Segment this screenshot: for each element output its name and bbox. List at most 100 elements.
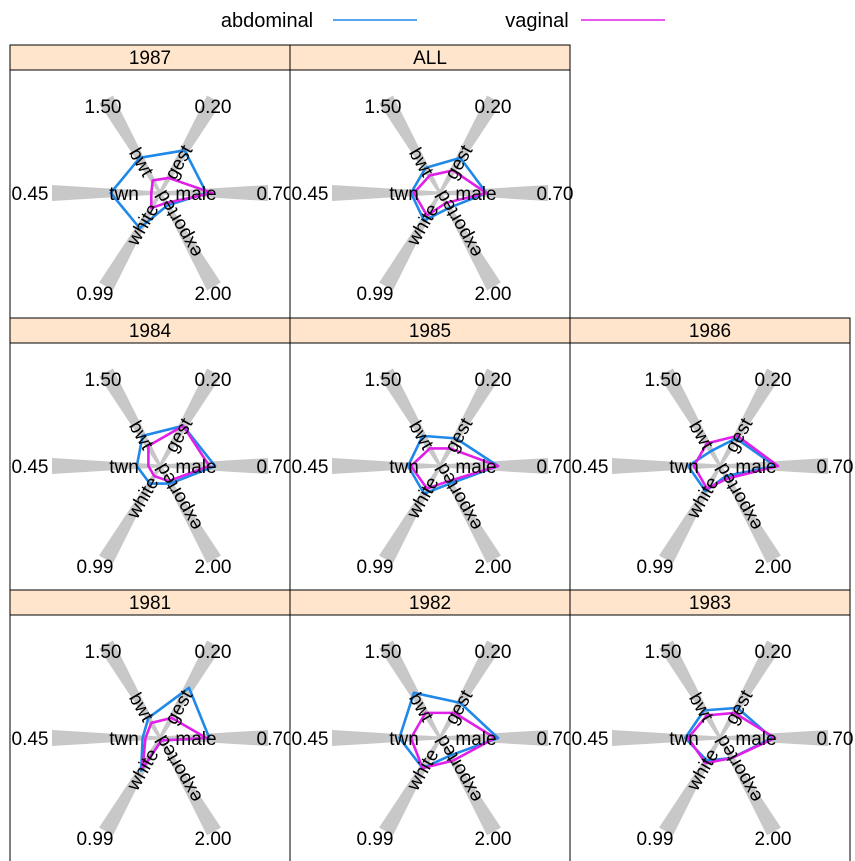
axis-extreme-label-twn: 0.45 bbox=[572, 729, 609, 750]
axis-label-twn: twn bbox=[669, 729, 699, 750]
axis-extreme-label-bwt: 1.50 bbox=[85, 642, 122, 663]
panel-strip bbox=[569, 589, 851, 616]
axis-extreme-label-exported: 2.00 bbox=[755, 829, 792, 850]
axis-extreme-label-gest: 0.20 bbox=[475, 370, 512, 391]
axis-spoke-bwt bbox=[99, 640, 162, 739]
axis-extreme-label-bwt: 1.50 bbox=[645, 370, 682, 391]
axis-spoke-white bbox=[379, 465, 442, 564]
axis-extreme-label-gest: 0.20 bbox=[475, 642, 512, 663]
axis-extreme-label-male: 0.70 bbox=[817, 729, 854, 750]
axis-spoke-exported bbox=[718, 737, 781, 836]
panel-title: 1981 bbox=[129, 593, 171, 614]
axis-extreme-label-male: 0.70 bbox=[537, 457, 574, 478]
axis-extreme-label-male: 0.70 bbox=[817, 457, 854, 478]
series-abdominal bbox=[109, 149, 208, 230]
axis-label-twn: twn bbox=[669, 457, 699, 478]
panel-title: 1982 bbox=[409, 593, 451, 614]
panel-strip bbox=[289, 44, 571, 71]
series-abdominal bbox=[398, 691, 500, 770]
axis-spoke-gest bbox=[438, 368, 501, 467]
axis-extreme-label-exported: 2.00 bbox=[475, 284, 512, 305]
series-vaginal bbox=[409, 447, 500, 490]
axis-extreme-label-bwt: 1.50 bbox=[645, 642, 682, 663]
panel-title: ALL bbox=[413, 48, 447, 69]
axis-label-twn: twn bbox=[389, 184, 419, 205]
axis-extreme-label-bwt: 1.50 bbox=[365, 97, 402, 118]
axis-extreme-label-exported: 2.00 bbox=[195, 284, 232, 305]
axis-extreme-label-twn: 0.45 bbox=[292, 729, 329, 750]
axis-spoke-twn bbox=[332, 185, 440, 201]
series-abdominal bbox=[406, 434, 500, 495]
panel-title: 1983 bbox=[689, 593, 731, 614]
axis-spoke-white bbox=[99, 192, 162, 291]
axis-spoke-white bbox=[379, 737, 442, 836]
axis-extreme-label-twn: 0.45 bbox=[572, 457, 609, 478]
legend-label-abdominal: abdominal bbox=[221, 10, 313, 32]
axis-spoke-bwt bbox=[99, 95, 162, 194]
axis-extreme-label-male: 0.70 bbox=[257, 729, 294, 750]
axis-spoke-exported bbox=[438, 737, 501, 836]
series-vaginal bbox=[141, 716, 208, 770]
axis-label-twn: twn bbox=[389, 457, 419, 478]
panel-title: 1987 bbox=[129, 48, 171, 69]
axis-extreme-label-exported: 2.00 bbox=[475, 557, 512, 578]
axis-extreme-label-exported: 2.00 bbox=[475, 829, 512, 850]
axis-extreme-label-white: 0.99 bbox=[637, 557, 674, 578]
axis-label-male: male bbox=[175, 457, 216, 478]
axis-extreme-label-white: 0.99 bbox=[77, 829, 114, 850]
axis-extreme-label-male: 0.70 bbox=[537, 729, 574, 750]
axis-spoke-exported bbox=[438, 192, 501, 291]
axis-spoke-twn bbox=[612, 730, 720, 746]
axis-extreme-label-bwt: 1.50 bbox=[365, 370, 402, 391]
series-vaginal bbox=[147, 424, 211, 483]
axis-spoke-gest bbox=[158, 368, 221, 467]
axis-extreme-label-exported: 2.00 bbox=[755, 557, 792, 578]
axis-spoke-exported bbox=[438, 465, 501, 564]
legend: abdominal vaginal bbox=[221, 10, 665, 32]
axis-spoke-male bbox=[160, 185, 268, 201]
axis-extreme-label-white: 0.99 bbox=[357, 284, 394, 305]
axis-extreme-label-male: 0.70 bbox=[537, 184, 574, 205]
axis-extreme-label-exported: 2.00 bbox=[195, 557, 232, 578]
axis-spokes bbox=[52, 95, 268, 291]
panel-title: 1985 bbox=[409, 321, 451, 342]
axis-label-male: male bbox=[455, 184, 496, 205]
axis-extreme-label-bwt: 1.50 bbox=[85, 370, 122, 391]
axis-extreme-label-twn: 0.45 bbox=[12, 729, 49, 750]
panel-strip bbox=[569, 317, 851, 344]
axis-label-twn: twn bbox=[109, 729, 139, 750]
series-abdominal bbox=[409, 156, 488, 222]
axis-extreme-label-twn: 0.45 bbox=[12, 184, 49, 205]
axis-spoke-twn bbox=[52, 185, 160, 201]
axis-spoke-white bbox=[99, 465, 162, 564]
axis-spoke-twn bbox=[52, 730, 160, 746]
axis-extreme-label-white: 0.99 bbox=[77, 557, 114, 578]
axis-extreme-label-bwt: 1.50 bbox=[85, 97, 122, 118]
axis-spoke-bwt bbox=[379, 368, 442, 467]
panel-title: 1984 bbox=[129, 321, 172, 342]
axis-label-male: male bbox=[735, 457, 776, 478]
axis-extreme-label-white: 0.99 bbox=[637, 829, 674, 850]
panel-title: 1986 bbox=[689, 321, 731, 342]
axis-extreme-label-gest: 0.20 bbox=[195, 370, 232, 391]
axis-spoke-male bbox=[440, 185, 548, 201]
panel-strip bbox=[9, 44, 291, 71]
axis-spoke-gest bbox=[438, 95, 501, 194]
panel-strip bbox=[289, 317, 571, 344]
axis-spoke-twn bbox=[612, 458, 720, 474]
axis-extreme-label-gest: 0.20 bbox=[755, 370, 792, 391]
axis-extreme-label-gest: 0.20 bbox=[195, 97, 232, 118]
axis-spoke-white bbox=[379, 192, 442, 291]
axis-label-twn: twn bbox=[389, 729, 419, 750]
axis-extreme-label-male: 0.70 bbox=[257, 457, 294, 478]
axis-extreme-label-gest: 0.20 bbox=[755, 642, 792, 663]
legend-label-vaginal: vaginal bbox=[505, 10, 568, 32]
series-vaginal bbox=[692, 434, 780, 490]
